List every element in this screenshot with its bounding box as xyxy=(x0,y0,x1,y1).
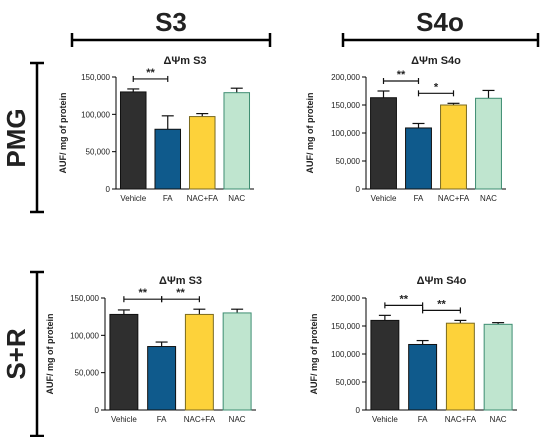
y-tick-label: 100,000 xyxy=(81,110,110,119)
x-tick-label: Vehicle xyxy=(372,415,398,424)
y-tick-label: 150,000 xyxy=(81,73,110,82)
x-tick-label: Vehicle xyxy=(111,415,137,424)
y-tick-label: 200,000 xyxy=(331,294,360,303)
chart-title: ΔΨm S3 xyxy=(159,275,202,287)
x-tick-label: FA xyxy=(163,194,173,203)
y-tick-label: 0 xyxy=(106,185,111,194)
chart-panel-pmg-s4o: ΔΨm S4o AUF/ mg of protein 0 50,000 100,000 1… xyxy=(305,55,506,203)
bar-nac-fa xyxy=(184,313,214,411)
y-tick-label: 100,000 xyxy=(331,129,360,138)
x-tick-label: Vehicle xyxy=(371,194,397,203)
x-tick-label: NAC xyxy=(229,415,246,424)
x-tick-label: NAC xyxy=(490,415,507,424)
bar-vehicle xyxy=(119,91,147,190)
y-axis-label: AUF/ mg of protein xyxy=(309,314,319,395)
y-tick-label: 150,000 xyxy=(331,101,360,110)
y-tick-label: 50,000 xyxy=(75,369,100,378)
bar-vehicle xyxy=(370,319,400,411)
bar-vehicle xyxy=(109,313,139,411)
x-tick-label: FA xyxy=(414,194,424,203)
bar-fa xyxy=(147,346,177,411)
x-tick-label: NAC+FA xyxy=(187,194,219,203)
chart-panel-sr-s3: ΔΨm S3 AUF/ mg of protein 0 50,000 100,000 15… xyxy=(45,275,256,424)
bar-fa xyxy=(405,127,432,190)
y-tick-label: 0 xyxy=(95,406,100,415)
x-tick-label: NAC xyxy=(228,194,245,203)
x-tick-label: Vehicle xyxy=(120,194,146,203)
chart-title: ΔΨm S4o xyxy=(417,275,467,287)
row-header-sr: S+R xyxy=(1,328,31,380)
bar-vehicle xyxy=(370,97,397,190)
column-header-s4o: S4o xyxy=(416,7,464,37)
chart-panel-sr-s4o: ΔΨm S4o AUF/ mg of protein 0 50,000 100,000 1… xyxy=(309,275,517,424)
significance-label: ** xyxy=(176,287,185,299)
y-tick-label: 0 xyxy=(356,406,361,415)
bar-nac xyxy=(475,97,502,190)
x-tick-label: FA xyxy=(157,415,167,424)
y-axis-label: AUF/ mg of protein xyxy=(58,93,68,174)
chart-title: ΔΨm S4o xyxy=(411,55,461,67)
x-tick-label: NAC+FA xyxy=(438,194,470,203)
bar-nac-fa xyxy=(188,116,216,190)
bar-nac xyxy=(223,92,251,190)
y-tick-label: 0 xyxy=(356,185,361,194)
x-tick-label: NAC xyxy=(480,194,497,203)
significance-label: ** xyxy=(138,287,147,299)
significance-label: ** xyxy=(437,298,446,310)
bar-fa xyxy=(408,343,438,411)
significance-label: ** xyxy=(397,69,406,81)
bar-nac xyxy=(222,312,252,411)
bar-nac xyxy=(483,323,513,411)
chart-title: ΔΨm S3 xyxy=(163,55,206,67)
y-tick-label: 150,000 xyxy=(331,322,360,331)
bar-nac-fa xyxy=(445,322,475,411)
y-tick-label: 100,000 xyxy=(70,331,99,340)
bar-fa xyxy=(154,128,182,190)
y-tick-label: 50,000 xyxy=(86,148,111,157)
y-tick-label: 100,000 xyxy=(331,350,360,359)
x-tick-label: NAC+FA xyxy=(445,415,477,424)
y-tick-label: 200,000 xyxy=(331,73,360,82)
y-tick-label: 50,000 xyxy=(336,378,361,387)
row-header-pmg: PMG xyxy=(1,108,31,167)
y-axis-label: AUF/ mg of protein xyxy=(305,93,315,174)
x-tick-label: FA xyxy=(418,415,428,424)
x-tick-label: NAC+FA xyxy=(184,415,216,424)
y-axis-label: AUF/ mg of protein xyxy=(45,314,55,395)
significance-label: ** xyxy=(399,293,408,305)
chart-panel-pmg-s3: ΔΨm S3 AUF/ mg of protein 0 50,000 100,000 15… xyxy=(58,55,254,203)
significance-label: ** xyxy=(146,67,155,79)
column-header-s3: S3 xyxy=(155,7,187,37)
y-tick-label: 150,000 xyxy=(70,294,99,303)
y-tick-label: 50,000 xyxy=(336,157,361,166)
significance-label: * xyxy=(434,81,439,93)
bar-nac-fa xyxy=(440,104,467,190)
